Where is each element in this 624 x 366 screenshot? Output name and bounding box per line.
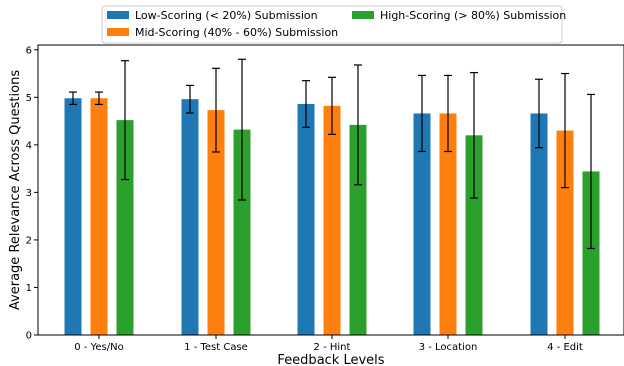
bar xyxy=(439,113,457,335)
y-tick-label: 2 xyxy=(26,235,32,246)
errorbars-group xyxy=(69,58,595,250)
legend-label-low: Low-Scoring (< 20%) Submission xyxy=(135,9,318,22)
y-tick-label: 3 xyxy=(26,188,32,199)
bars-group xyxy=(64,98,600,336)
bar xyxy=(181,99,199,336)
x-axis: 0 - Yes/No 1 - Test Case 2 - Hint 3 - Locat… xyxy=(74,335,583,353)
y-tick-label: 5 xyxy=(26,93,32,104)
y-axis: 0 1 2 3 4 5 6 xyxy=(26,45,38,342)
legend: Low-Scoring (< 20%) Submission Mid-Scori… xyxy=(101,5,566,44)
x-tick-label: 0 - Yes/No xyxy=(74,342,123,353)
x-tick-label: 1 - Test Case xyxy=(184,342,248,353)
y-tick-label: 1 xyxy=(26,283,32,294)
legend-label-high: High-Scoring (> 80%) Submission xyxy=(380,9,566,22)
bar xyxy=(530,113,548,335)
y-axis-title: Average Relevance Across Questions xyxy=(8,70,23,310)
bar xyxy=(465,135,483,335)
legend-frame xyxy=(101,5,563,44)
y-tick-label: 6 xyxy=(26,45,32,56)
x-tick-label: 3 - Location xyxy=(419,342,478,353)
bar xyxy=(207,110,225,335)
y-tick-label: 0 xyxy=(26,331,32,342)
bar xyxy=(556,130,574,335)
y-tick-label: 4 xyxy=(26,140,32,151)
bar xyxy=(64,98,82,335)
x-tick-label: 2 - Hint xyxy=(314,342,351,353)
bar xyxy=(90,98,108,335)
bar xyxy=(323,105,341,335)
bar xyxy=(413,113,431,335)
bar xyxy=(297,103,315,335)
legend-swatch-high xyxy=(352,11,374,19)
x-tick-label: 4 - Edit xyxy=(547,342,583,353)
bar xyxy=(349,124,367,335)
legend-swatch-low xyxy=(107,11,129,19)
bar xyxy=(582,171,600,335)
x-axis-title: Feedback Levels xyxy=(277,353,384,366)
legend-swatch-mid xyxy=(107,28,129,36)
plot-frame xyxy=(37,44,624,336)
bar xyxy=(233,129,251,335)
bar xyxy=(116,120,134,336)
legend-label-mid: Mid-Scoring (40% - 60%) Submission xyxy=(135,26,338,39)
